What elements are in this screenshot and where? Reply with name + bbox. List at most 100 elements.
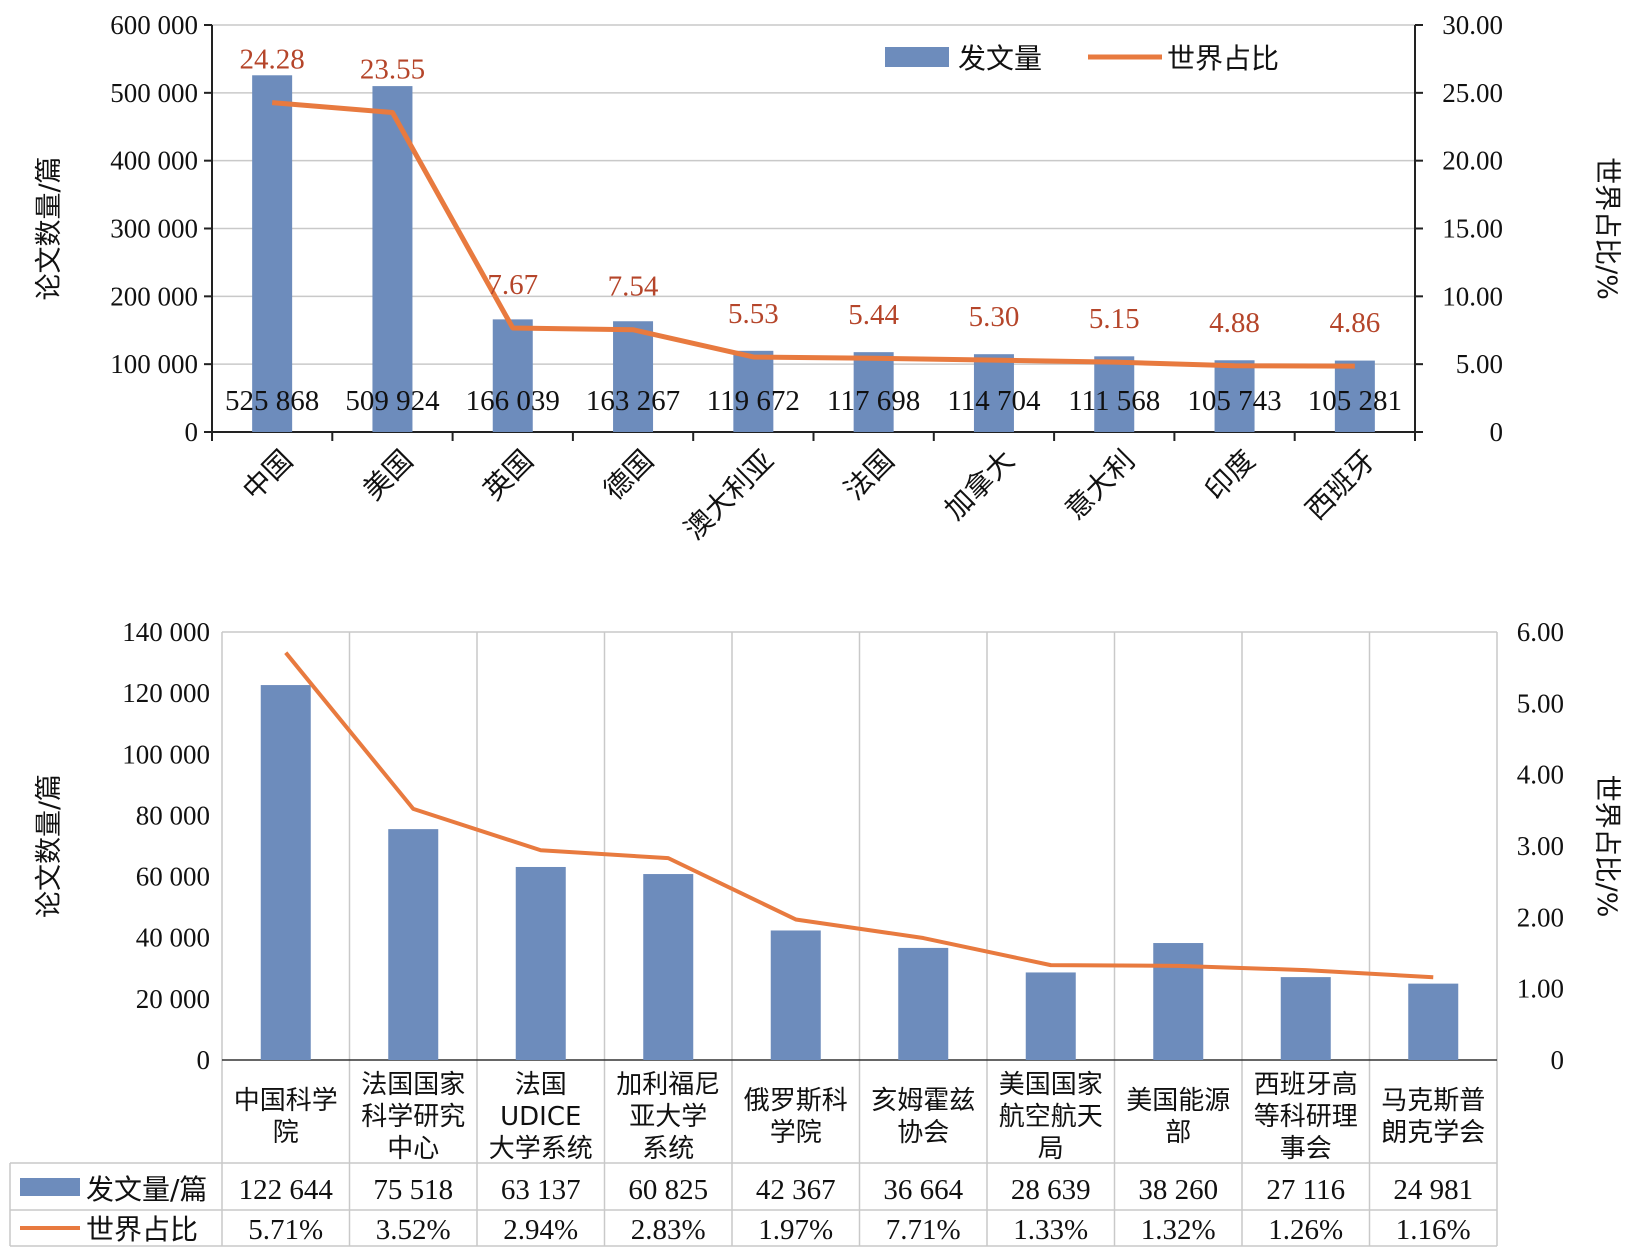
y-tick-label: 0 [185,417,199,447]
y2-tick-label: 1.00 [1517,974,1564,1004]
y2-tick-label: 20.00 [1442,146,1503,176]
bar [1214,360,1255,432]
bar [515,866,566,1060]
legend-line-label: 世界占比 [1167,42,1279,75]
y-tick-label: 40 000 [136,923,210,953]
bar [492,319,533,432]
y2-tick-label: 5.00 [1517,688,1564,718]
y-tick-label: 100 000 [122,739,210,769]
bar-value-label: 105 281 [1308,385,1402,417]
share-value-label: 23.55 [360,54,425,86]
bar [898,947,949,1060]
y2-tick-label: 6.00 [1517,617,1564,647]
y-tick-label: 80 000 [136,800,210,830]
table-share-cell: 1.33% [1013,1214,1088,1246]
y-tick-label: 60 000 [136,862,210,892]
y2-tick-label: 30.00 [1442,10,1503,40]
y2-tick-label: 0 [1551,1045,1565,1075]
y-tick-label: 300 000 [110,214,198,244]
category-label-line: 中国科学 [234,1086,338,1116]
bar-value-label: 117 698 [827,385,920,417]
category-label-line: 航空航天 [999,1102,1103,1132]
y2-tick-label: 10.00 [1442,281,1503,311]
share-value-label: 5.44 [848,299,899,331]
category-label-line: 科学研究 [361,1102,465,1132]
share-value-label: 5.15 [1089,303,1140,335]
table-share-cell: 2.83% [631,1214,706,1246]
y2-tick-label: 25.00 [1442,78,1503,108]
category-label-line: 俄罗斯科 [744,1086,848,1116]
category-label-line: 亥姆霍兹 [871,1086,975,1116]
category-label-line: 大学系统 [489,1134,593,1164]
category-label-line: 学院 [770,1118,822,1148]
bar [973,354,1014,432]
bar [388,829,439,1060]
category-label: 英国 [477,444,540,507]
institution-chart: 0 20 000 40 000 60 000 80 000 100 000 120 000 1… [9,617,1622,1247]
share-value-label: 24.28 [240,44,305,76]
share-line [271,100,1355,369]
y-axis-title: 论文数量/篇 [34,774,65,918]
category-label: 加拿大 [938,444,1021,527]
legend-bar-swatch [20,1178,80,1196]
legend-line-label: 世界占比 [86,1213,198,1246]
table-count-cell: 60 825 [628,1174,708,1206]
y-tick-label: 140 000 [122,617,210,647]
y-tick-label: 200 000 [110,281,198,311]
category-label-line: 系统 [642,1134,694,1164]
y2-tick-label: 3.00 [1517,831,1564,861]
y-tick-label: 20 000 [136,984,210,1014]
share-value-label: 5.30 [969,301,1020,333]
y2-tick-label: 15.00 [1442,214,1503,244]
bar-value-label: 111 568 [1068,385,1160,417]
share-value-label: 4.88 [1209,307,1260,339]
share-value-label: 7.54 [608,271,659,303]
table-count-cell: 36 664 [883,1174,963,1206]
category-label-line: 西班牙高 [1254,1070,1358,1100]
y-tick-label: 600 000 [110,10,198,40]
table-count-cell: 75 518 [373,1174,453,1206]
table-count-cell: 63 137 [501,1174,581,1206]
category-label: 意大利 [1058,444,1141,527]
table-count-cell: 28 639 [1011,1174,1091,1206]
category-label: 印度 [1199,444,1262,507]
bar [1408,983,1459,1060]
category-label-line: 法国国家 [361,1070,465,1100]
y2-axis-title: 世界占比/% [1591,157,1622,300]
category-label-line: 美国国家 [999,1070,1103,1100]
share-value-label: 7.67 [487,269,538,301]
bar [260,685,311,1060]
table-count-cell: 38 260 [1138,1174,1218,1206]
bar [1280,977,1331,1060]
share-value-label: 4.86 [1329,307,1380,339]
table-share-cell: 1.32% [1141,1214,1216,1246]
bar-value-label: 166 039 [466,385,560,417]
bar-value-label: 119 672 [707,385,800,417]
bar-value-label: 114 704 [947,385,1041,417]
bar [1153,943,1204,1060]
table-count-cell: 42 367 [756,1174,836,1206]
share-value-label: 5.53 [728,298,779,330]
bar [372,86,413,432]
table-share-cell: 7.71% [886,1214,961,1246]
bar [1334,360,1375,432]
country-chart: 0 100 000 200 000 300 000 400 000 500 000 600 … [34,10,1622,546]
y2-tick-label: 0 [1490,417,1504,447]
category-label: 澳大利亚 [678,444,781,547]
category-label-line: 美国能源 [1126,1086,1230,1116]
category-label-line: 院 [273,1118,299,1148]
table-share-cell: 5.71% [248,1214,323,1246]
category-label-line: 法国 [515,1070,567,1100]
bar [1094,356,1135,432]
category-label: 中国 [236,444,299,507]
legend-bar-swatch [885,47,949,67]
y2-tick-label: 5.00 [1456,349,1503,379]
y2-tick-label: 2.00 [1517,902,1564,932]
category-label: 西班牙 [1299,444,1382,527]
bar-value-label: 525 868 [225,385,319,417]
category-label-line: 中心 [387,1134,439,1164]
table-count-cell: 24 981 [1393,1174,1473,1206]
category-label-line: 朗克学会 [1381,1118,1485,1148]
legend-bar-label: 发文量/篇 [86,1173,207,1206]
